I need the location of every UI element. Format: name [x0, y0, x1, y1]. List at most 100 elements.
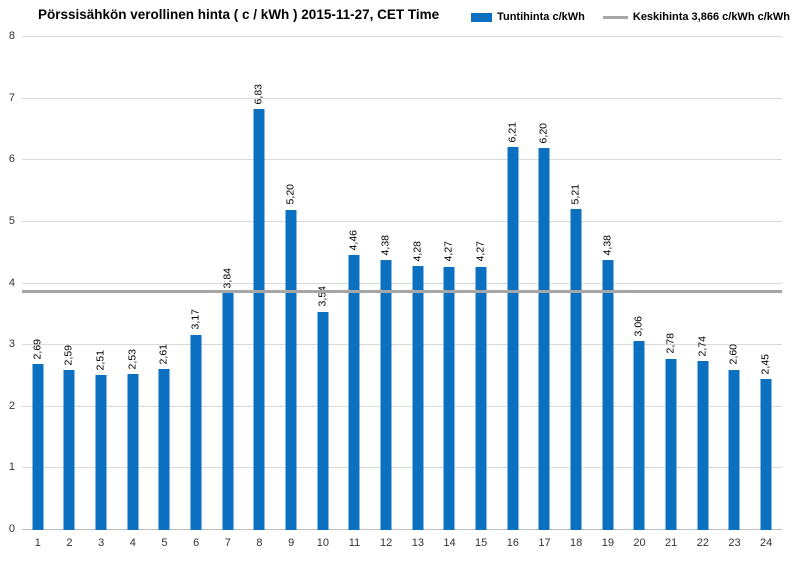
x-axis-label: 23 — [728, 537, 741, 549]
bar-slot: 4,27 15 — [465, 37, 497, 549]
y-axis-label: 4 — [8, 276, 15, 289]
x-axis-label: 24 — [760, 537, 773, 549]
bar-value-label: 2,78 — [664, 333, 677, 354]
bar — [285, 209, 297, 530]
bar-slot: 6,20 17 — [529, 37, 561, 550]
x-axis-label: 5 — [161, 537, 168, 549]
bar-value-label: 3,17 — [189, 309, 202, 330]
y-axis-label: 8 — [8, 30, 15, 42]
bar-slot: 3,84 7 — [212, 37, 244, 549]
y-axis-label: 7 — [8, 91, 15, 104]
bar-value-label: 2,59 — [62, 344, 75, 366]
bar-value-label: 4,28 — [411, 240, 424, 262]
x-axis-label: 21 — [665, 537, 678, 549]
y-axis-label: 3 — [8, 338, 15, 351]
bar-slot: 2,59 2 — [54, 37, 86, 549]
bar-slot: 5,21 18 — [560, 37, 592, 550]
bar-slot: 2,51 3 — [85, 37, 117, 549]
plot-area: 0 1 2 3 4 5 6 7 8 2,69 1 2,59 2 2,51 3 2,53 4 2,61 5 3,17 6 3… — [9, 31, 782, 550]
bar-value-label: 2,53 — [126, 348, 139, 370]
bar — [317, 311, 329, 530]
bar — [697, 361, 709, 530]
x-axis-label: 1 — [34, 537, 41, 549]
legend-series-label: Tuntihinta c/kWh — [497, 11, 585, 23]
bar — [412, 266, 424, 530]
bar-slot: 2,61 5 — [149, 37, 181, 549]
bar — [253, 109, 265, 530]
bar-slot: 6,83 8 — [244, 37, 276, 549]
bar-slot: 2,45 24 — [750, 37, 782, 549]
bar-slot: 5,20 9 — [275, 37, 307, 549]
bar — [728, 369, 740, 530]
bar-slot: 2,74 22 — [687, 37, 719, 549]
bar-value-label: 2,45 — [759, 353, 772, 375]
bar — [158, 369, 170, 530]
x-axis-label: 22 — [696, 537, 709, 549]
bar — [95, 375, 107, 530]
bar — [63, 370, 75, 530]
bar-slot: 3,06 20 — [624, 37, 656, 549]
bar-value-label: 4,27 — [442, 241, 455, 262]
x-axis-label: 12 — [380, 537, 393, 549]
bar-value-label: 4,38 — [379, 234, 392, 256]
legend-average-label: Keskihinta 3,866 c/kWh c/kWh — [632, 11, 790, 23]
bar-slot: 2,60 23 — [719, 37, 751, 549]
x-axis-label: 4 — [129, 537, 136, 549]
y-axis-label: 1 — [8, 461, 15, 474]
bar-value-label: 4,46 — [347, 229, 360, 251]
bar-value-label: 2,74 — [696, 335, 709, 357]
gridline — [22, 97, 782, 99]
average-line-swatch-icon — [602, 15, 628, 19]
x-axis-label: 3 — [98, 537, 105, 549]
x-axis-label: 2 — [66, 537, 73, 549]
bar-slot: 6,21 16 — [497, 37, 529, 549]
bar — [633, 341, 645, 530]
bar — [348, 255, 360, 530]
bar — [380, 260, 392, 530]
bar-value-label: 2,69 — [31, 338, 44, 360]
bar-value-label: 5,21 — [569, 183, 582, 204]
bar-slot: 4,28 13 — [402, 37, 434, 549]
x-axis-label: 13 — [411, 537, 424, 549]
bar-value-label: 3,06 — [632, 316, 645, 337]
x-axis-label: 6 — [193, 537, 200, 549]
bar — [222, 293, 234, 530]
bar — [665, 358, 677, 530]
y-axis-label: 2 — [8, 399, 15, 412]
x-axis-label: 7 — [224, 537, 231, 549]
bar — [127, 374, 139, 530]
bar-series-swatch-icon — [471, 12, 493, 22]
bar — [760, 379, 772, 530]
x-axis-label: 8 — [256, 537, 263, 549]
x-axis-label: 17 — [538, 537, 551, 549]
x-axis-label: 9 — [288, 537, 295, 549]
bar — [443, 266, 455, 530]
gridline — [22, 36, 782, 37]
bar — [570, 208, 582, 530]
gridline — [22, 467, 782, 469]
legend: Tuntihinta c/kWh Keskihinta 3,866 c/kWh … — [471, 11, 790, 23]
bar-slot: 2,69 1 — [22, 37, 54, 549]
bar — [507, 147, 519, 530]
bar — [602, 260, 614, 530]
bar-value-label: 5,20 — [284, 184, 297, 205]
bar-value-label: 6,83 — [252, 83, 265, 105]
bar-slot: 4,38 12 — [370, 37, 402, 549]
y-axis-label: 6 — [8, 153, 15, 166]
bar-slot: 4,46 11 — [339, 37, 371, 549]
x-axis-label: 18 — [570, 537, 583, 549]
x-axis-label: 19 — [601, 537, 614, 549]
bar-slot: 2,53 4 — [117, 37, 149, 549]
x-axis-label: 11 — [348, 537, 361, 549]
gridline — [22, 159, 782, 161]
gridline — [22, 220, 782, 222]
x-axis-label: 15 — [475, 537, 488, 549]
bar-value-label: 2,51 — [94, 349, 107, 371]
bar — [190, 334, 202, 530]
x-axis-label: 20 — [633, 537, 646, 549]
average-line — [22, 290, 782, 294]
bar-value-label: 2,61 — [157, 343, 170, 365]
x-axis-label: 14 — [443, 537, 456, 549]
x-axis-baseline — [22, 529, 782, 530]
